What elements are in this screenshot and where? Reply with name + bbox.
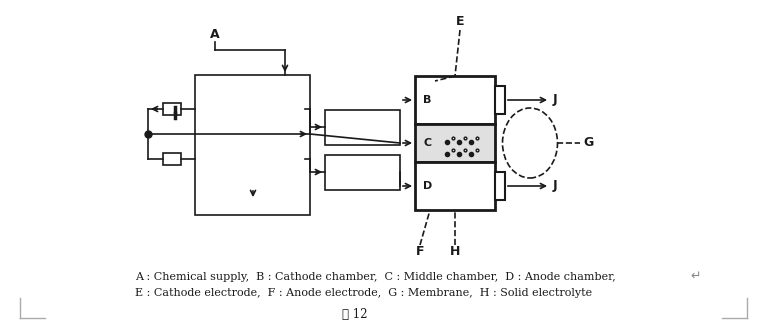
Bar — [415, 76, 495, 124]
Text: J: J — [553, 94, 558, 107]
Bar — [415, 124, 495, 162]
Bar — [325, 110, 400, 145]
Bar — [195, 75, 310, 215]
Text: H: H — [449, 245, 460, 258]
Text: J: J — [553, 179, 558, 192]
Text: E : Cathode electrode,  F : Anode electrode,  G : Membrane,  H : Solid electroly: E : Cathode electrode, F : Anode electro… — [135, 288, 592, 298]
Text: E: E — [456, 15, 464, 28]
Text: A: A — [210, 28, 220, 41]
Text: A : Chemical supply,  B : Cathode chamber,  C : Middle chamber,  D : Anode chamb: A : Chemical supply, B : Cathode chamber… — [135, 272, 616, 282]
Bar — [163, 103, 181, 115]
Text: B: B — [423, 95, 431, 105]
Text: 图 12: 图 12 — [342, 308, 367, 321]
Ellipse shape — [502, 108, 558, 178]
Bar — [415, 162, 495, 210]
Text: C: C — [423, 138, 431, 148]
Bar — [495, 172, 505, 200]
Bar — [325, 155, 400, 190]
Bar — [495, 86, 505, 114]
Text: G: G — [583, 137, 593, 150]
Text: F: F — [416, 245, 424, 258]
Text: D: D — [423, 181, 433, 191]
Bar — [163, 153, 181, 165]
Text: ↵: ↵ — [690, 270, 700, 283]
